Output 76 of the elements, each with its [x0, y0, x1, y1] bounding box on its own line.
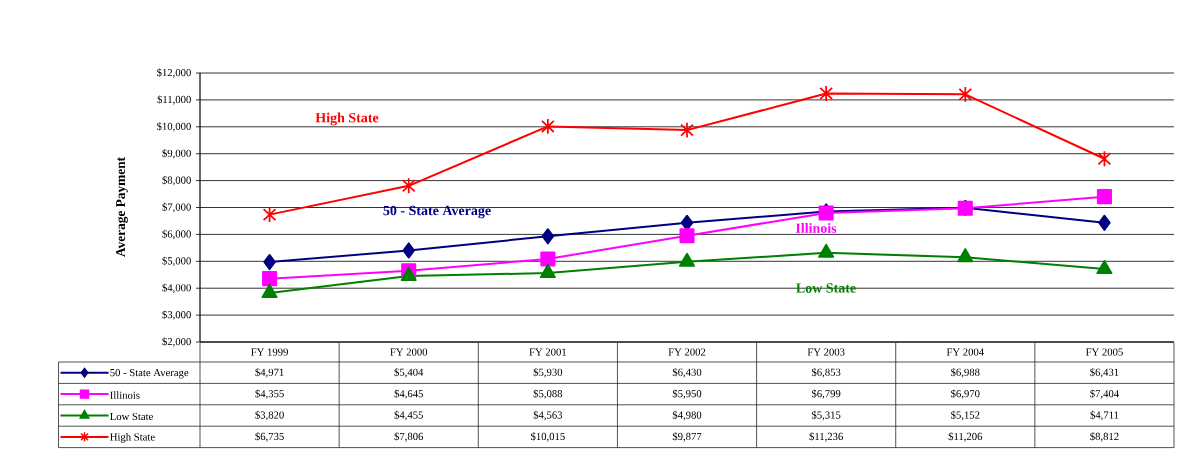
point — [263, 254, 276, 271]
y-tick-label: $5,000 — [162, 256, 191, 266]
data-label: $4,563 — [533, 410, 563, 421]
data-label: $7,404 — [1090, 389, 1119, 399]
point — [402, 242, 415, 259]
point — [262, 206, 277, 223]
point — [818, 243, 835, 258]
legend-label: Low State — [110, 412, 153, 421]
y-tick-label: $12,000 — [157, 68, 191, 78]
data-label: $6,970 — [951, 389, 980, 399]
data-label: $6,735 — [255, 432, 284, 442]
text: 50 - State Average — [383, 205, 491, 219]
y-tick-label: $11,000 — [157, 95, 191, 105]
x-tick-label: FY 2002 — [668, 348, 706, 356]
point — [262, 271, 278, 287]
point — [1096, 259, 1113, 275]
y-tick-label: $3,000 — [162, 310, 191, 320]
x-tick-label: FY 2004 — [946, 348, 984, 356]
data-label: $4,355 — [255, 389, 284, 399]
data-label: $5,152 — [951, 410, 980, 421]
point — [957, 248, 974, 263]
y-tick-label: $10,000 — [157, 122, 191, 132]
point — [541, 118, 555, 135]
y-tick-label: $4,000 — [162, 283, 191, 293]
y-axis-title: Average Payment — [116, 157, 128, 257]
data-label: $11,206 — [948, 432, 983, 442]
point — [261, 283, 278, 299]
data-label: $11,236 — [809, 432, 843, 442]
point — [678, 252, 696, 267]
data-label: $5,950 — [672, 389, 702, 399]
y-tick-label: $6,000 — [162, 229, 191, 240]
data-label: $4,711 — [1090, 410, 1119, 421]
data-label: $3,820 — [255, 410, 284, 421]
point — [539, 263, 556, 279]
data-label: $7,806 — [394, 432, 424, 442]
point — [1098, 214, 1111, 231]
point — [958, 86, 973, 103]
data-label: $6,988 — [951, 368, 980, 378]
data-label: $9,877 — [672, 432, 702, 442]
legend-label: High State — [110, 433, 155, 443]
data-label: $6,430 — [672, 368, 702, 378]
data-label: $5,404 — [394, 368, 424, 378]
point — [680, 214, 694, 231]
y-tick-label: $2,000 — [162, 337, 191, 347]
data-label: $8,812 — [1090, 432, 1119, 442]
data-label: $5,930 — [533, 368, 563, 378]
data-label: $4,980 — [672, 410, 702, 421]
data-label: $5,088 — [533, 389, 563, 399]
data-label: $10,015 — [530, 432, 565, 442]
x-tick-label: FY 2001 — [529, 348, 567, 356]
y-tick-label: $8,000 — [162, 175, 191, 186]
legend-label: Illinois — [110, 391, 140, 399]
x-tick-label: FY 2003 — [807, 348, 845, 356]
data-label: $6,853 — [811, 368, 841, 378]
y-tick-label: $9,000 — [162, 149, 191, 159]
point — [1096, 189, 1112, 205]
legend-label: 50 - State Average — [110, 369, 189, 379]
text: High State — [315, 112, 379, 126]
point — [819, 85, 833, 102]
point — [679, 228, 695, 244]
data-label: $4,455 — [394, 410, 423, 421]
data-label: $6,431 — [1090, 368, 1119, 378]
x-tick-label: FY 1999 — [251, 348, 288, 356]
text: Illinois — [795, 223, 837, 233]
x-tick-label: FY 2005 — [1085, 348, 1123, 356]
point — [401, 177, 416, 195]
point — [540, 251, 556, 267]
point — [541, 228, 555, 245]
point — [680, 121, 694, 139]
data-label: $5,315 — [811, 410, 841, 421]
y-tick-label: $7,000 — [162, 202, 191, 213]
x-tick-label: FY 2000 — [390, 348, 428, 356]
data-label: $4,645 — [394, 389, 423, 399]
data-label: $4,971 — [255, 368, 284, 378]
point — [1097, 150, 1112, 168]
data-label: $6,799 — [811, 389, 841, 399]
